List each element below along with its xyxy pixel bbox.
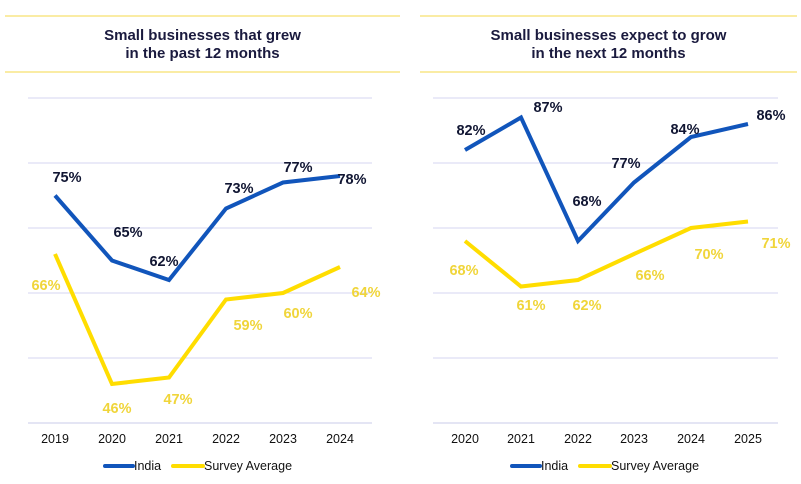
- x-tick-label: 2020: [98, 432, 126, 446]
- x-tick-label: 2024: [326, 432, 354, 446]
- data-label: 60%: [283, 306, 312, 322]
- legend-label-india: India: [541, 459, 568, 473]
- chart-title: Small businesses that grew: [104, 27, 301, 44]
- x-tick-label: 2023: [620, 432, 648, 446]
- chart-title: in the next 12 months: [531, 45, 685, 62]
- data-label: 77%: [611, 156, 640, 172]
- data-label: 87%: [533, 100, 562, 116]
- legend-label-survey-average: Survey Average: [611, 459, 699, 473]
- series-line-india: [463, 114, 749, 245]
- data-label: 70%: [694, 247, 723, 263]
- data-label: 62%: [149, 254, 178, 270]
- chart-title: Small businesses expect to grow: [491, 27, 727, 44]
- x-tick-label: 2023: [269, 432, 297, 446]
- legend-label-survey-average: Survey Average: [204, 459, 292, 473]
- data-label: 82%: [456, 123, 485, 139]
- data-label: 66%: [31, 278, 60, 294]
- data-label: 75%: [52, 170, 81, 186]
- data-label: 78%: [337, 172, 366, 188]
- data-label: 71%: [761, 236, 790, 252]
- chart-title: in the past 12 months: [125, 45, 279, 62]
- x-tick-label: 2025: [734, 432, 762, 446]
- series-line-survey-average: [53, 253, 341, 387]
- x-tick-label: 2021: [155, 432, 183, 446]
- data-label: 64%: [351, 285, 380, 301]
- data-label: 62%: [572, 298, 601, 314]
- legend: India Survey Average: [103, 459, 292, 473]
- series-line-india: [53, 174, 341, 283]
- data-label: 59%: [233, 318, 262, 334]
- data-label: 77%: [283, 160, 312, 176]
- data-label: 73%: [224, 181, 253, 197]
- x-tick-label: 2022: [212, 432, 240, 446]
- data-label: 61%: [516, 298, 545, 314]
- x-tick-label: 2019: [41, 432, 69, 446]
- x-tick-label: 2022: [564, 432, 592, 446]
- data-label: 68%: [449, 263, 478, 279]
- data-label: 66%: [635, 268, 664, 284]
- data-label: 47%: [163, 392, 192, 408]
- series-line-survey-average: [463, 219, 749, 289]
- x-tick-label: 2021: [507, 432, 535, 446]
- data-label: 86%: [756, 108, 785, 124]
- data-label: 84%: [670, 122, 699, 138]
- x-tick-label: 2020: [451, 432, 479, 446]
- x-tick-label: 2024: [677, 432, 705, 446]
- legend: India Survey Average: [510, 459, 699, 473]
- legend-label-india: India: [134, 459, 161, 473]
- data-label: 46%: [102, 401, 131, 417]
- data-label: 68%: [572, 194, 601, 210]
- data-label: 65%: [113, 225, 142, 241]
